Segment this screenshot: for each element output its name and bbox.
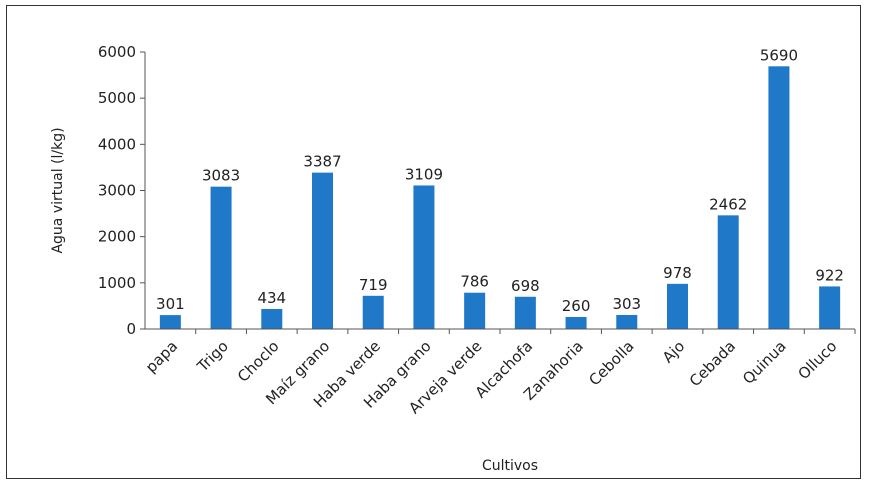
bar-value-label: 260 [562,297,591,315]
bar-value-label: 719 [359,276,388,294]
x-tick-label: Ajo [659,337,688,366]
bar [210,186,232,329]
bar [565,316,587,329]
bar-value-label: 3387 [303,153,341,171]
bar-value-label: 2462 [709,195,747,213]
bar [514,296,536,329]
y-axis: 0 1000 2000 3000 4000 5000 6000 [98,43,146,338]
x-tick-label: Quinua [739,337,790,388]
y-tick-label: 2000 [98,228,136,246]
bar-value-label: 434 [257,289,286,307]
bar [667,283,688,329]
bar [717,215,739,329]
x-tick-label: Choclo [234,337,283,386]
bar [413,185,435,329]
y-tick-label: 5000 [98,89,136,107]
bar [312,172,333,329]
bar-value-label: 978 [663,264,692,282]
bar-value-label: 301 [156,295,185,313]
bar-series: 301 3083 434 3387 719 3109 786 698 260 303 978 2462… [156,46,844,329]
bar-value-label: 698 [511,277,540,295]
bar [362,295,384,329]
bar [464,292,486,329]
x-tick-label: papa [142,337,181,376]
bar [616,315,638,329]
x-tick-label: Olluco [794,337,840,383]
bar [261,308,283,329]
y-tick-label: 0 [126,320,136,338]
x-tick-label: Cebada [686,337,739,390]
x-axis-label: Cultivos [482,458,538,474]
bar-value-label: 3083 [202,167,240,185]
bar-value-label: 5690 [760,46,798,64]
y-tick-label: 1000 [98,274,136,292]
y-tick-label: 4000 [98,135,136,153]
bar [768,66,790,329]
y-tick-label: 3000 [98,182,136,200]
bar-value-label: 922 [815,266,844,284]
x-tick-label: Trigo [193,337,232,376]
bar-value-label: 786 [460,273,489,291]
bar [819,286,841,329]
y-tick-label: 6000 [98,43,136,61]
x-tick-label: Cebolla [585,337,637,389]
bar [159,315,181,329]
y-axis-label: Agua virtual (l/kg) [50,127,66,253]
bar-value-label: 3109 [405,165,443,183]
bar-value-label: 303 [612,295,641,313]
